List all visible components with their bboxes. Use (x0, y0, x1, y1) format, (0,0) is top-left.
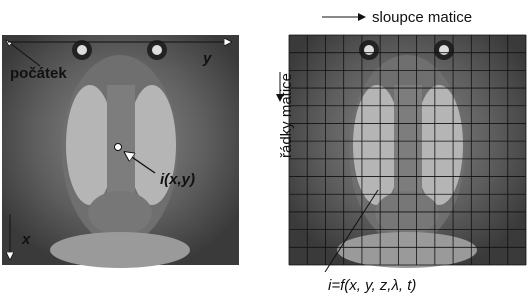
x-axis-label: x (21, 231, 31, 248)
right-image: sloupce matice řádky matice i=f(x, y, z,… (278, 9, 526, 294)
figure: počátek y i(x,y) x sloupce matice řádky … (0, 0, 528, 298)
function-label: i=f(x, y, z,λ, t) (328, 277, 416, 294)
origin-label: počátek (10, 65, 67, 82)
columns-label: sloupce matice (372, 9, 472, 26)
pixel-point (115, 144, 122, 151)
pixel-label: i(x,y) (160, 171, 195, 188)
y-axis-label: y (202, 50, 212, 67)
rows-label: řádky matice (278, 73, 295, 158)
left-image: počátek y i(x,y) x (2, 35, 239, 268)
